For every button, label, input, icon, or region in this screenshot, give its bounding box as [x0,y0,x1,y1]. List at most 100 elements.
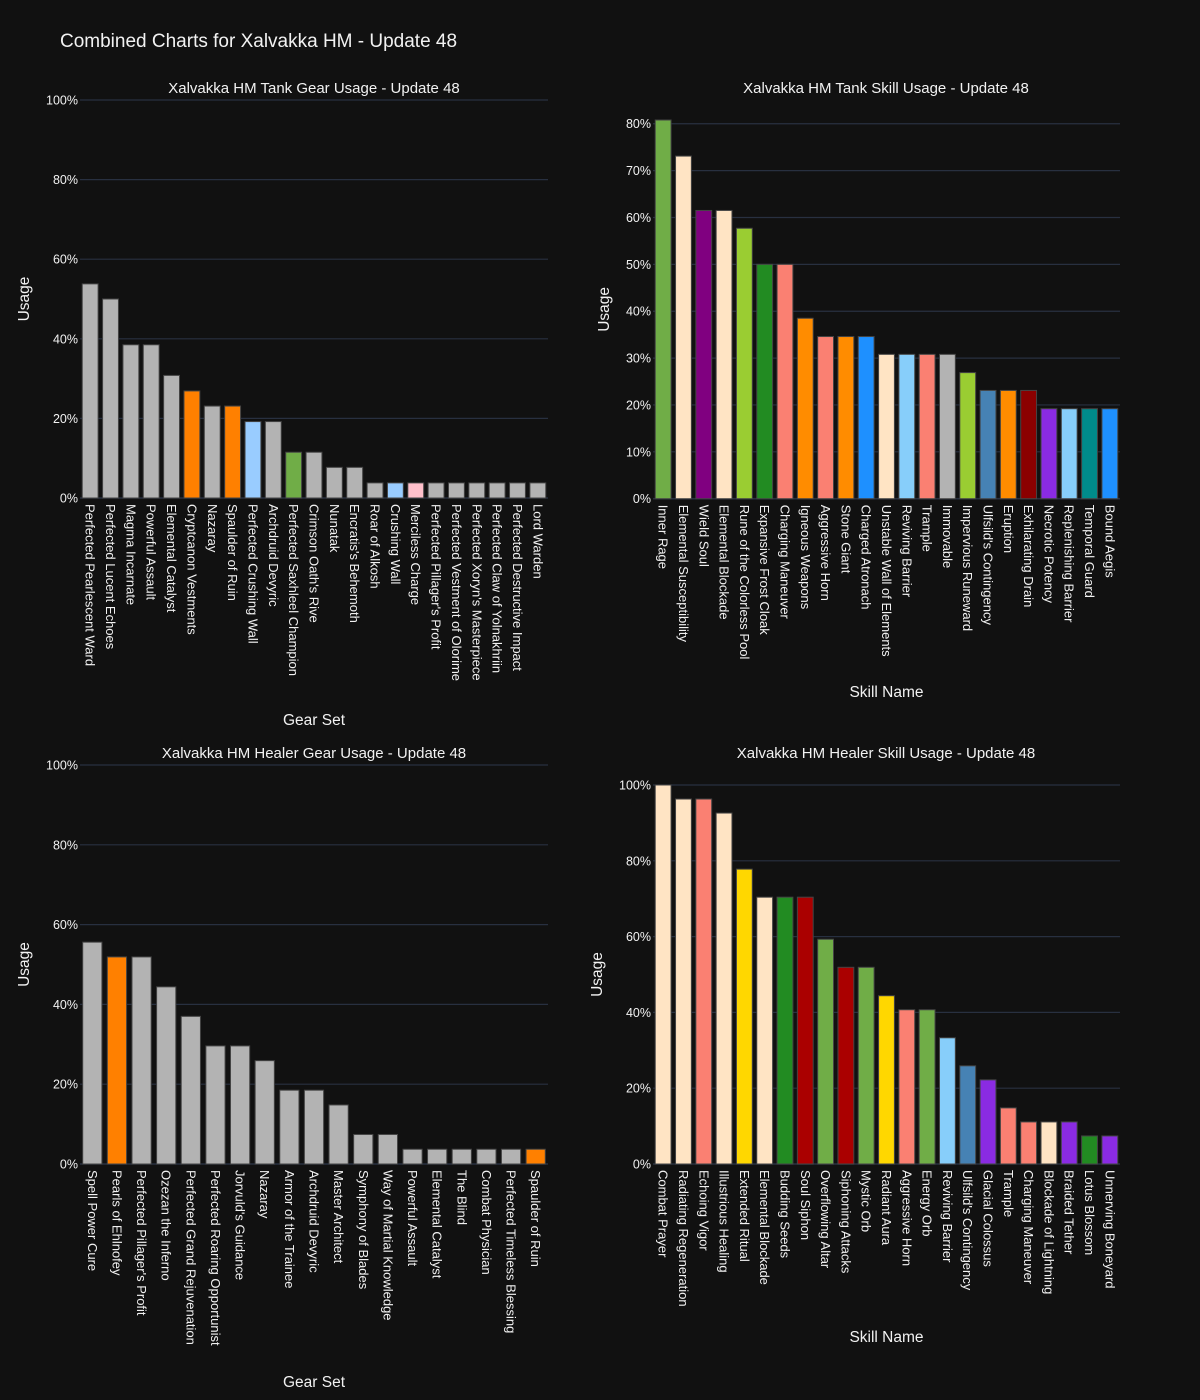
x-tick-label: Radiant Aura [879,1170,894,1246]
y-tick-label: 0% [633,492,651,506]
bar [386,482,404,499]
bar [898,1009,916,1165]
y-tick-label: 10% [626,445,651,459]
x-tick-label: Perfected Claw of Yolnakhriin [490,504,505,673]
x-tick-label: Siphoning Attacks [838,1170,853,1274]
bar [509,482,526,499]
y-tick-label: 20% [626,1082,651,1096]
bar [776,896,794,1165]
y-tick-label: 60% [626,930,651,944]
bar [525,1148,546,1165]
bar [163,374,181,499]
y-axis-title: Usage [596,287,613,332]
bar [1101,408,1119,500]
bar [325,466,343,499]
bar [264,421,282,499]
bar [959,1065,977,1165]
x-tick-label: The Blind [454,1170,469,1225]
bar [1020,389,1038,500]
y-tick-label: 80% [626,117,651,131]
bar [205,1045,226,1165]
x-tick-label: Archdruid Devyric [307,1170,322,1273]
bar [203,405,221,499]
x-tick-label: Reviving Barrier [899,505,914,598]
bar [476,1148,497,1165]
x-tick-label: Perfected Timeless Blessing [504,1170,519,1333]
x-tick-label: Energy Orb [920,1170,935,1236]
healer-skill-chart: Xalvakka HM Healer Skill Usage - Update … [589,745,1120,1346]
x-tick-label: Exhilarating Drain [1021,505,1036,608]
y-tick-label: 40% [53,332,78,346]
x-tick-label: Mystic Orb [859,1170,874,1232]
bar [447,482,465,499]
y-axis-title: Usage [589,952,606,997]
chart-title: Xalvakka HM Tank Skill Usage - Update 48 [743,80,1029,97]
bar [366,482,384,499]
x-tick-label: Ozezan the Inferno [159,1170,174,1281]
x-tick-label: Charging Maneuver [1021,1170,1036,1285]
bar [999,1107,1017,1165]
y-tick-label: 0% [60,492,78,506]
x-tick-label: Spaulder of Ruin [528,1170,543,1267]
bar [1081,1135,1098,1165]
x-tick-label: Wield Soul [696,505,711,567]
x-tick-label: Spell Power Cure [85,1170,100,1271]
y-tick-label: 40% [626,1006,651,1020]
bar [878,353,895,500]
x-tick-label: Armor of the Trainee [282,1170,297,1289]
y-tick-label: 60% [53,253,78,267]
bar [1060,1121,1078,1165]
x-axis-title: Gear Set [283,712,346,729]
bar [898,353,916,500]
x-tick-label: Illustrious Healing [717,1170,732,1273]
bar [279,1089,300,1165]
x-tick-label: Extended Ritual [737,1170,752,1262]
x-tick-label: Bound Aegis [1102,505,1117,579]
bar [979,389,997,500]
x-tick-label: Unstable Wall of Elements [879,505,894,657]
x-tick-label: Overflowing Altar [818,1170,833,1269]
bar [377,1133,399,1165]
bar [305,451,323,499]
y-tick-label: 60% [626,211,651,225]
bar [451,1148,472,1165]
x-tick-label: Perfected Destructive Impact [510,504,525,671]
bar [156,986,177,1165]
bar [857,336,875,500]
chart-title: Xalvakka HM Tank Gear Usage - Update 48 [168,80,460,97]
x-tick-label: Perfected Pearlescent Ward [83,504,98,666]
x-tick-label: Igneous Weapons [798,505,813,610]
y-tick-label: 0% [633,1158,651,1172]
bar [122,344,140,499]
bar [715,209,733,500]
x-tick-label: Way of Martial Knowledge [380,1170,395,1321]
x-tick-label: Merciless Charge [408,504,423,605]
bar [500,1148,522,1165]
x-tick-label: Perfected Grand Rejuvenation [183,1170,198,1345]
bar [857,966,875,1165]
bar [938,1037,956,1165]
x-tick-label: Reviving Barrier [940,1170,955,1263]
bar [1040,408,1058,500]
x-tick-label: Trample [920,505,935,552]
x-tick-label: Jorvuld's Guidance [233,1170,248,1280]
x-tick-label: Lord Warden [530,504,545,579]
bar [183,390,201,499]
x-tick-label: Budding Seeds [777,1170,792,1259]
x-tick-label: Immovable [940,505,955,569]
y-tick-label: 40% [53,998,78,1012]
bar [1040,1121,1058,1165]
x-tick-label: Nazaray [205,504,220,553]
x-tick-label: Necrotic Potency [1041,505,1056,604]
x-tick-label: Perfected Lucent Echoes [103,504,118,650]
x-tick-label: Aggressive Horn [899,1170,914,1266]
bar [106,956,128,1165]
bar [81,283,99,499]
y-tick-label: 20% [53,1078,78,1092]
x-tick-label: Symphony of Blades [356,1170,371,1290]
y-tick-label: 20% [53,412,78,426]
x-tick-label: Impervious Runeward [960,505,975,631]
x-tick-label: Braided Tether [1062,1170,1077,1255]
y-tick-label: 80% [53,838,78,852]
y-tick-label: 80% [626,854,651,868]
